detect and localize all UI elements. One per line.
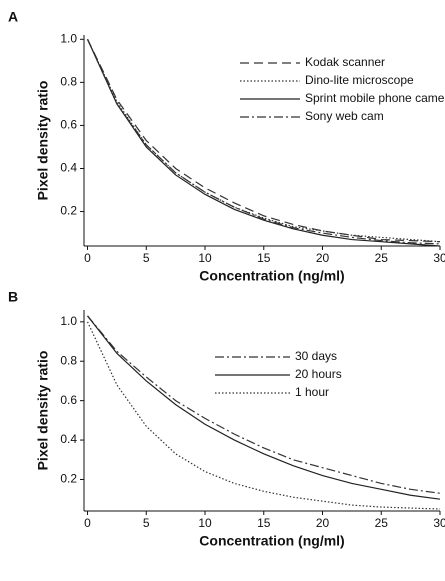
series-line <box>87 315 441 494</box>
x-tick-label: 0 <box>84 251 91 265</box>
x-tick-label: 25 <box>375 251 389 265</box>
series-line <box>86 39 441 243</box>
x-tick-label: 5 <box>143 516 150 530</box>
y-tick-label: 0.4 <box>60 161 77 175</box>
series-line <box>86 39 441 247</box>
y-axis-title: Pixel density ratio <box>35 81 51 201</box>
x-tick-label: 25 <box>375 516 389 530</box>
x-tick-label: 5 <box>143 251 150 265</box>
y-tick-label: 0.6 <box>60 393 77 407</box>
x-tick-label: 20 <box>316 516 330 530</box>
y-tick-label: 0.6 <box>60 118 77 132</box>
series-line <box>86 321 441 510</box>
x-tick-label: 30 <box>433 251 445 265</box>
legend-label: Sony web cam <box>305 109 384 123</box>
x-tick-label: 10 <box>198 251 212 265</box>
x-tick-label: 30 <box>433 516 445 530</box>
x-tick-label: 15 <box>257 516 271 530</box>
x-tick-label: 10 <box>198 516 212 530</box>
y-tick-label: 1.0 <box>60 314 77 328</box>
legend-label: Dino-lite microscope <box>305 73 414 87</box>
series-line <box>86 39 441 245</box>
x-tick-label: 20 <box>316 251 330 265</box>
x-axis-title: Concentration (ng/ml) <box>199 533 344 549</box>
series-line <box>86 39 441 243</box>
y-tick-label: 0.8 <box>60 75 77 89</box>
legend-label: Sprint mobile phone camera <box>305 91 445 105</box>
x-tick-label: 0 <box>84 516 91 530</box>
y-tick-label: 1.0 <box>60 31 77 45</box>
panel-label: A <box>8 9 18 25</box>
legend-label: 1 hour <box>295 385 329 399</box>
y-tick-label: 0.4 <box>60 432 77 446</box>
x-axis-title: Concentration (ng/ml) <box>199 268 344 284</box>
y-tick-label: 0.8 <box>60 353 77 367</box>
y-axis-title: Pixel density ratio <box>35 351 51 471</box>
x-tick-label: 15 <box>257 251 271 265</box>
legend-label: 30 days <box>295 349 337 363</box>
y-tick-label: 0.2 <box>60 472 77 486</box>
y-tick-label: 0.2 <box>60 204 77 218</box>
legend-label: 20 hours <box>295 367 342 381</box>
legend-label: Kodak scanner <box>305 55 385 69</box>
panel-label: B <box>8 289 18 305</box>
series-line <box>87 315 441 500</box>
